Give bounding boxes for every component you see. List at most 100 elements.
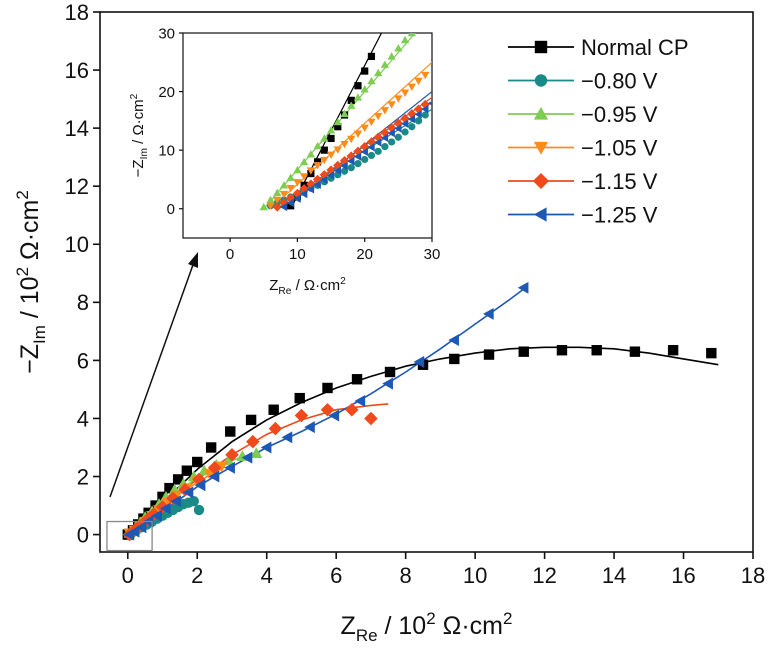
data-point-normal bbox=[334, 123, 342, 131]
series-v095 bbox=[259, 33, 416, 211]
x-tick-label: 2 bbox=[191, 563, 203, 588]
data-point-v125 bbox=[128, 525, 140, 538]
data-point-normal bbox=[225, 426, 236, 437]
data-point-normal bbox=[667, 345, 679, 356]
data-point-v125 bbox=[304, 421, 315, 434]
data-point-v095 bbox=[400, 35, 410, 44]
plot-area bbox=[122, 281, 719, 542]
data-point-normal bbox=[245, 414, 257, 426]
data-point-v125 bbox=[353, 152, 362, 161]
data-point-v095 bbox=[347, 101, 356, 109]
data-point-v095 bbox=[380, 60, 390, 68]
data-point-v105 bbox=[299, 173, 309, 181]
data-point-v105 bbox=[333, 146, 342, 154]
y-axis-title-sup: 2 bbox=[13, 267, 32, 276]
x-axis-title-unit: Ω·cm bbox=[436, 612, 503, 640]
data-point-v125 bbox=[326, 171, 335, 180]
data-point-v105 bbox=[320, 156, 329, 165]
data-point-v095 bbox=[293, 165, 302, 174]
data-point-normal bbox=[556, 345, 568, 356]
legend: Normal CP −0.80 V −0.95 V −1.05 V −1.15 V −1.… bbox=[508, 35, 689, 228]
data-point-v080 bbox=[414, 117, 423, 125]
data-point-v105 bbox=[421, 71, 430, 80]
data-point-v125 bbox=[208, 470, 220, 483]
x-tick-label: 14 bbox=[602, 563, 626, 588]
data-point-normal bbox=[157, 491, 168, 503]
data-point-v095 bbox=[306, 150, 316, 158]
data-point-v080 bbox=[401, 128, 409, 136]
data-point-v115 bbox=[246, 434, 260, 449]
x-tick-label: 18 bbox=[741, 563, 765, 588]
y-tick-label: 10 bbox=[158, 143, 175, 160]
data-point-v080 bbox=[347, 164, 355, 172]
data-point-v125 bbox=[380, 133, 389, 142]
legend-marker-v080 bbox=[534, 74, 548, 87]
legend-label: −1.15 V bbox=[581, 169, 658, 194]
y-axis-title-sub: Im bbox=[30, 325, 49, 344]
data-point-v125 bbox=[407, 114, 416, 124]
x-axis-title: ZRe / Ω·cm2 bbox=[269, 276, 346, 297]
y-tick-label: 0 bbox=[167, 201, 175, 218]
data-point-v125 bbox=[367, 143, 375, 152]
data-point-v105 bbox=[360, 124, 369, 133]
legend-marker-v095 bbox=[533, 106, 549, 120]
legend-label: −0.95 V bbox=[581, 102, 658, 127]
x-tick-label: 6 bbox=[330, 563, 342, 588]
x-tick-label: 10 bbox=[463, 563, 487, 588]
data-point-v080 bbox=[193, 504, 205, 516]
data-point-v125 bbox=[135, 521, 147, 534]
series-v105 bbox=[266, 71, 430, 210]
data-point-normal bbox=[351, 374, 363, 385]
data-point-v125 bbox=[340, 161, 348, 171]
data-point-v125 bbox=[182, 486, 194, 499]
data-point-v080 bbox=[361, 155, 369, 164]
data-point-v080 bbox=[388, 138, 396, 146]
plot-frame bbox=[182, 32, 433, 239]
fit-line-normal bbox=[290, 33, 383, 209]
zoom-arrow-head bbox=[188, 252, 198, 268]
data-point-v105 bbox=[266, 202, 275, 210]
data-point-v080 bbox=[421, 111, 429, 119]
zoom-arrow-line bbox=[109, 261, 195, 498]
data-point-v105 bbox=[414, 77, 423, 86]
data-point-normal bbox=[164, 482, 175, 494]
series-v125 bbox=[279, 100, 432, 212]
data-point-v115 bbox=[364, 411, 378, 426]
x-tick-label: 0 bbox=[226, 246, 234, 263]
data-point-v105 bbox=[306, 167, 316, 175]
data-point-v095 bbox=[286, 173, 295, 181]
data-point-v105 bbox=[279, 190, 289, 199]
data-point-v115 bbox=[207, 461, 222, 475]
data-point-v105 bbox=[367, 118, 376, 127]
data-point-normal bbox=[354, 82, 362, 90]
data-point-v095 bbox=[313, 141, 322, 150]
y-tick-label: 10 bbox=[65, 232, 89, 257]
data-point-v095 bbox=[273, 188, 282, 197]
data-point-v115 bbox=[353, 146, 363, 156]
data-point-normal bbox=[205, 442, 217, 453]
x-axis-title-main: Z bbox=[269, 277, 278, 294]
data-point-v115 bbox=[400, 113, 410, 124]
data-point-v095 bbox=[299, 157, 309, 166]
data-point-v080 bbox=[394, 133, 402, 141]
data-point-normal bbox=[629, 346, 641, 357]
data-point-v115 bbox=[320, 402, 335, 417]
x-tick-label: 12 bbox=[532, 563, 556, 588]
y-tick-label: 8 bbox=[77, 290, 89, 315]
data-point-v115 bbox=[292, 188, 303, 199]
y-tick-label: 4 bbox=[77, 406, 89, 431]
data-point-v125 bbox=[400, 119, 409, 128]
legend-label: Normal CP bbox=[581, 35, 689, 60]
x-axis-title-sub: Re bbox=[356, 626, 378, 645]
data-point-normal bbox=[181, 465, 193, 476]
data-point-normal bbox=[361, 67, 369, 75]
data-point-v125 bbox=[151, 509, 162, 522]
x-axis-title-rest: / 10 bbox=[378, 612, 427, 640]
data-point-v095 bbox=[259, 202, 268, 211]
y-axis-title-unit: Ω·cm bbox=[16, 200, 44, 267]
data-point-v125 bbox=[241, 451, 253, 464]
legend-label: −1.25 V bbox=[581, 203, 658, 228]
data-point-v125 bbox=[260, 441, 272, 454]
data-point-v105 bbox=[380, 107, 390, 115]
y-axis-title: −ZIm / Ω·cm2 bbox=[129, 93, 150, 177]
